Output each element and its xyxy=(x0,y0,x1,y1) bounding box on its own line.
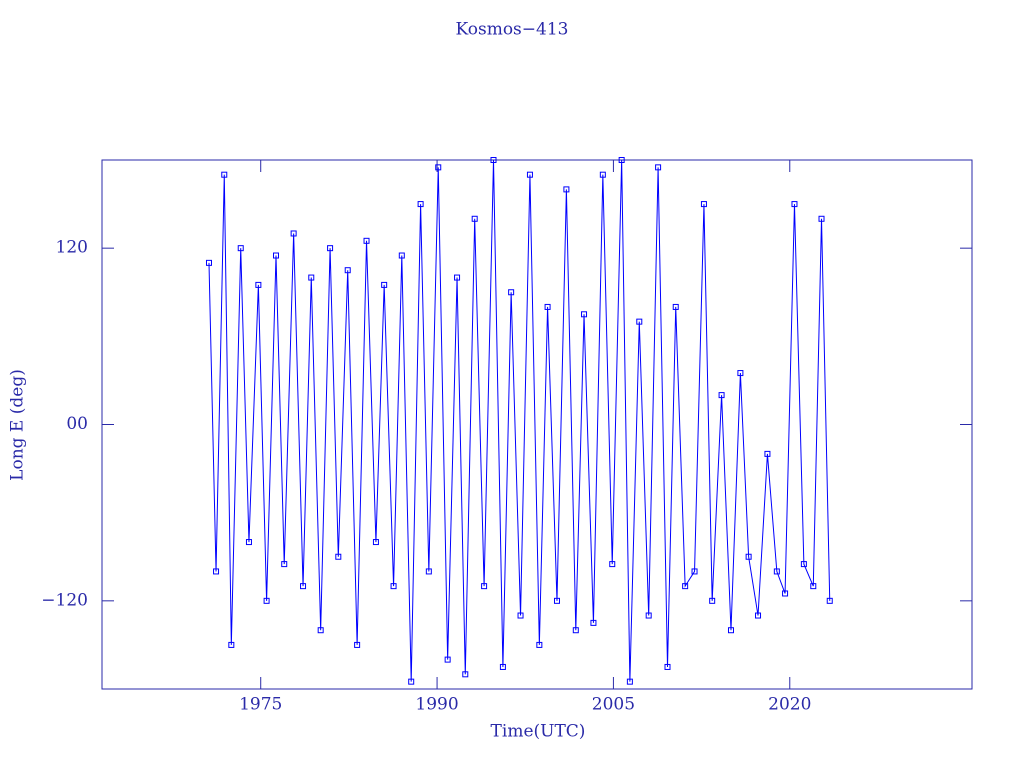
data-point xyxy=(709,597,716,604)
data-point xyxy=(599,171,606,178)
data-point xyxy=(317,627,324,634)
data-point xyxy=(363,237,370,244)
data-point xyxy=(372,539,379,546)
data-point xyxy=(791,201,798,208)
data-point xyxy=(581,311,588,318)
data-point xyxy=(773,568,780,575)
data-point xyxy=(810,583,817,590)
data-point xyxy=(454,274,461,281)
data-point xyxy=(755,612,762,619)
data-point xyxy=(526,171,533,178)
y-tick-label: 120 xyxy=(56,238,88,258)
data-point xyxy=(398,252,405,259)
data-point xyxy=(544,303,551,310)
x-tick-label: 2020 xyxy=(768,695,811,715)
data-point xyxy=(563,186,570,193)
data-point xyxy=(609,561,616,568)
data-point xyxy=(590,619,597,626)
data-point xyxy=(417,201,424,208)
data-point xyxy=(390,583,397,590)
data-point xyxy=(636,318,643,325)
data-point xyxy=(444,656,451,663)
data-point xyxy=(462,671,469,678)
data-point xyxy=(499,663,506,670)
y-tick-label: 00 xyxy=(66,414,88,434)
series-line xyxy=(208,159,831,682)
data-point xyxy=(228,641,235,648)
chart-title: Kosmos−413 xyxy=(456,20,569,40)
data-point xyxy=(344,267,351,274)
data-point xyxy=(818,215,825,222)
data-point xyxy=(335,553,342,560)
data-point xyxy=(471,215,478,222)
data-point xyxy=(626,678,633,685)
data-point xyxy=(764,450,771,457)
data-point xyxy=(205,259,212,266)
x-axis-label: Time(UTC) xyxy=(491,722,586,742)
data-point xyxy=(408,678,415,685)
data-point xyxy=(655,164,662,171)
data-point xyxy=(290,230,297,237)
data-point xyxy=(718,392,725,399)
data-point xyxy=(381,281,388,288)
data-point xyxy=(327,245,334,252)
data-point xyxy=(572,627,579,634)
data-point xyxy=(700,201,707,208)
data-point xyxy=(664,663,671,670)
data-point xyxy=(435,164,442,171)
data-point xyxy=(281,561,288,568)
data-point xyxy=(273,252,279,259)
data-point xyxy=(481,583,488,590)
x-tick-label: 2005 xyxy=(592,695,635,715)
data-point xyxy=(727,627,734,634)
data-point xyxy=(826,597,833,604)
data-point xyxy=(691,568,698,575)
data-point xyxy=(745,553,752,560)
data-point xyxy=(618,157,625,163)
data-point xyxy=(308,274,315,281)
y-axis-label: Long E (deg) xyxy=(8,369,28,481)
data-point xyxy=(800,561,807,568)
data-point xyxy=(354,641,361,648)
y-tick-label: −120 xyxy=(41,590,88,610)
data-point xyxy=(517,612,524,619)
data-point xyxy=(263,597,270,604)
data-point xyxy=(508,289,515,296)
data-point xyxy=(490,157,497,163)
data-point xyxy=(782,590,789,597)
data-point xyxy=(425,568,432,575)
data-point xyxy=(682,583,689,590)
data-point xyxy=(245,539,252,546)
data-point xyxy=(536,641,543,648)
x-tick-label: 1990 xyxy=(415,695,458,715)
x-tick-label: 1975 xyxy=(239,695,282,715)
data-point xyxy=(237,245,244,252)
data-point xyxy=(213,568,220,575)
data-point xyxy=(737,370,744,377)
data-point xyxy=(672,303,679,310)
data-point xyxy=(255,281,262,288)
data-point xyxy=(645,612,652,619)
data-point xyxy=(553,597,560,604)
data-point xyxy=(300,583,307,590)
data-point xyxy=(221,171,228,178)
